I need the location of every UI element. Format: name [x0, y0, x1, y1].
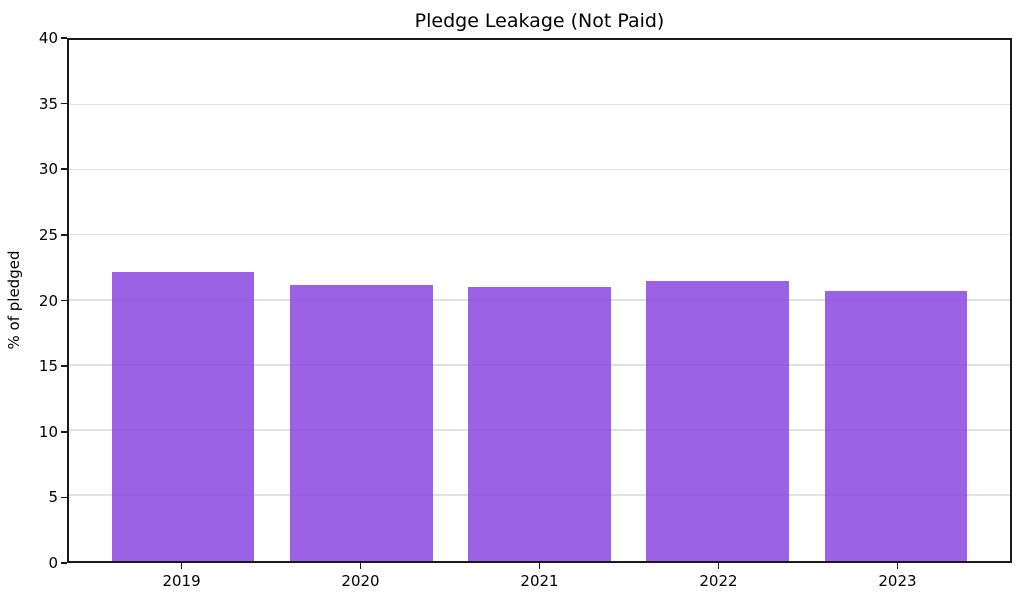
y-tick-mark-20: [61, 299, 67, 302]
y-tick-label-25: 25: [38, 225, 58, 244]
x-tick-label-2019: 2019: [162, 572, 201, 590]
y-tick-label-30: 30: [38, 160, 58, 179]
x-tick-mark-2023: [896, 563, 899, 569]
gridline-30: [69, 168, 1010, 171]
y-tick-label-0: 0: [48, 554, 58, 572]
y-tick-mark-30: [61, 168, 67, 171]
y-tick-mark-40: [61, 37, 67, 39]
x-tick-label-2022: 2022: [699, 572, 738, 590]
y-tick-label-40: 40: [38, 29, 58, 47]
y-tick-label-15: 15: [38, 357, 58, 376]
gridline-25: [69, 233, 1010, 236]
bar-2021: [468, 287, 611, 561]
y-tick-mark-35: [61, 102, 67, 105]
y-tick-mark-25: [61, 234, 67, 236]
x-tick-label-2021: 2021: [520, 572, 559, 590]
y-tick-mark-0: [61, 562, 67, 564]
y-tick-label-5: 5: [48, 488, 58, 507]
x-tick-mark-2020: [359, 563, 362, 569]
bar-2019: [111, 271, 255, 561]
y-tick-mark-15: [61, 365, 67, 367]
y-tick-label-10: 10: [38, 422, 58, 441]
y-tick-label-20: 20: [38, 291, 58, 310]
x-tick-mark-2019: [180, 563, 183, 569]
bar-2022: [646, 280, 789, 561]
bar-2020: [289, 284, 433, 561]
x-tick-mark-2021: [538, 563, 541, 569]
x-tick-mark-2022: [717, 563, 720, 569]
bar-2023: [824, 291, 968, 561]
x-tick-label-2023: 2023: [878, 572, 917, 590]
plot-area: [67, 38, 1012, 563]
y-tick-mark-5: [61, 496, 67, 499]
chart-title: Pledge Leakage (Not Paid): [414, 10, 665, 32]
x-tick-label-2020: 2020: [341, 572, 380, 590]
gridline-35: [69, 103, 1010, 106]
y-tick-mark-10: [61, 430, 67, 433]
y-tick-label-35: 35: [38, 94, 58, 113]
